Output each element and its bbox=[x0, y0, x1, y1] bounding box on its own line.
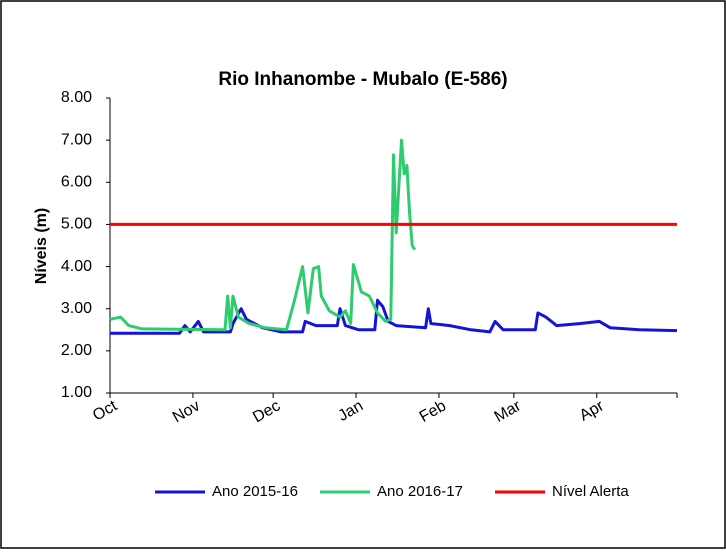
legend-label: Ano 2015-16 bbox=[212, 483, 298, 500]
y-axis-label: Níveis (m) bbox=[33, 208, 50, 284]
y-tick-label: 5.00 bbox=[61, 216, 92, 233]
series-line bbox=[109, 138, 417, 332]
chart-title: Rio Inhanombe - Mubalo (E-586) bbox=[218, 69, 507, 90]
y-tick-label: 6.00 bbox=[61, 174, 92, 191]
y-tick-label: 4.00 bbox=[61, 258, 92, 275]
series-line bbox=[110, 298, 678, 335]
legend-label: Ano 2016-17 bbox=[377, 483, 463, 500]
y-tick-label: 7.00 bbox=[61, 131, 92, 148]
y-tick-label: 2.00 bbox=[61, 342, 92, 359]
y-tick-label: 1.00 bbox=[61, 384, 92, 401]
legend-label: Nível Alerta bbox=[552, 483, 629, 500]
y-tick-label: 8.00 bbox=[61, 89, 92, 106]
y-tick-label: 3.00 bbox=[61, 300, 92, 317]
